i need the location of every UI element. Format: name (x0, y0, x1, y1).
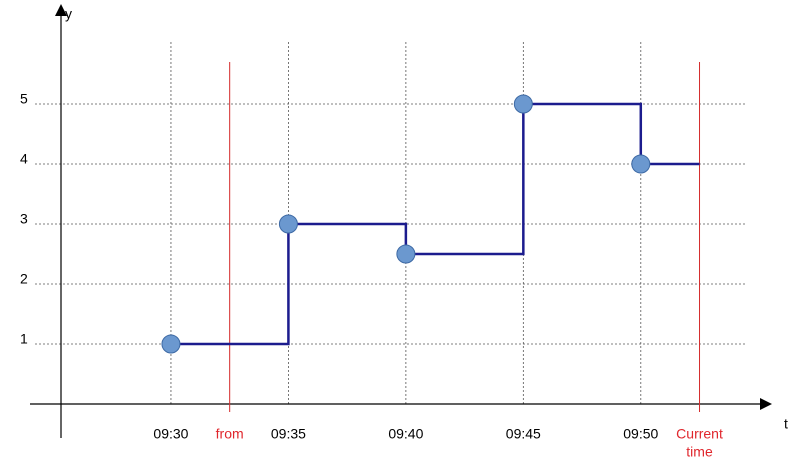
marker-label: time (686, 444, 713, 460)
data-point (278, 214, 298, 234)
step-line (170, 102, 700, 346)
y-tick-label: 3 (20, 211, 28, 227)
y-axis-label: y (65, 6, 72, 22)
marker-label: from (216, 426, 244, 442)
x-axis-label: t (784, 416, 788, 432)
x-tick-label: 09:45 (506, 426, 541, 442)
y-tick-label: 5 (20, 91, 28, 107)
x-tick-label: 09:30 (153, 426, 188, 442)
marker-label: Current (676, 426, 723, 442)
y-tick-label: 2 (20, 271, 28, 287)
y-tick-label: 4 (20, 151, 28, 167)
x-tick-label: 09:40 (388, 426, 423, 442)
grid: 1 2 3 4 5 09:30 09:35 09:40 09:45 09:50 (20, 42, 745, 442)
data-point (161, 334, 181, 354)
x-tick-label: 09:50 (623, 426, 658, 442)
data-point (631, 154, 651, 174)
data-point (396, 244, 416, 264)
y-tick-label: 1 (20, 331, 28, 347)
x-tick-label: 09:35 (271, 426, 306, 442)
plot: from Current time (161, 62, 723, 460)
data-point (513, 94, 533, 114)
